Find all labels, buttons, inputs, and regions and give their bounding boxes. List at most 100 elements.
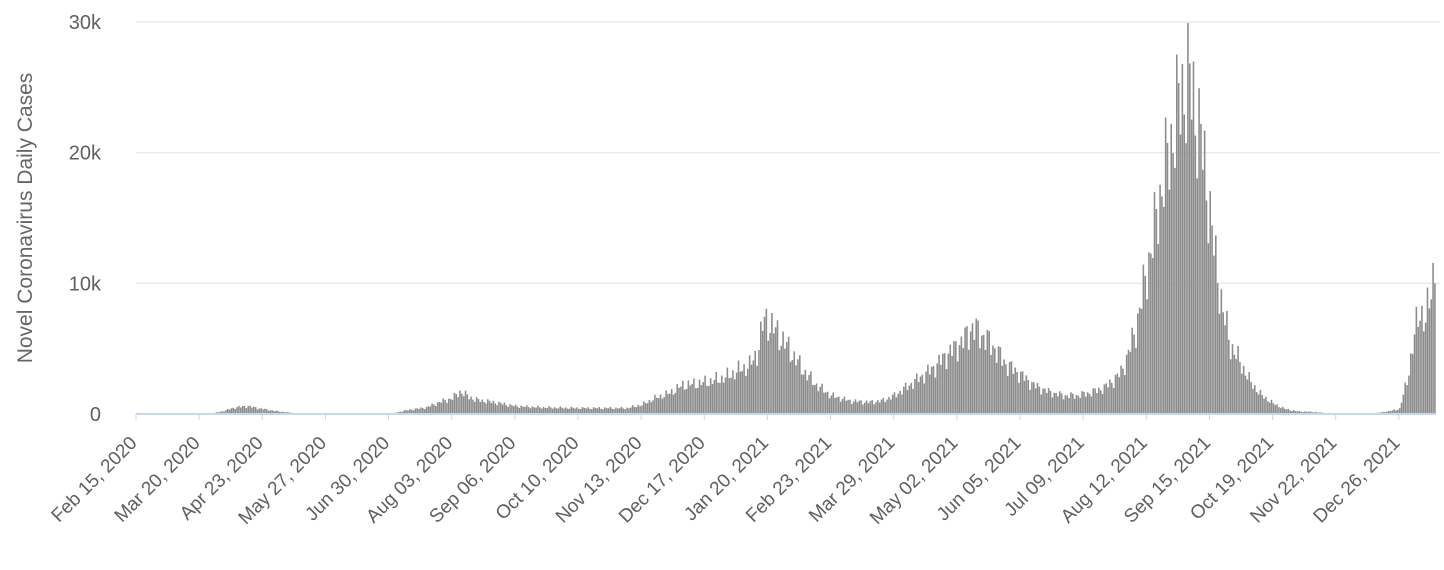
- bar: [611, 408, 614, 414]
- bar: [847, 399, 849, 414]
- bar: [930, 366, 933, 414]
- bar: [936, 363, 939, 414]
- bar: [1278, 407, 1280, 414]
- bar: [988, 331, 991, 414]
- bar: [1174, 167, 1176, 414]
- bar: [1049, 390, 1052, 414]
- bar: [995, 362, 998, 414]
- bar: [663, 397, 666, 414]
- bar: [589, 408, 591, 414]
- bar: [620, 406, 623, 414]
- bar: [719, 382, 721, 414]
- bar: [774, 327, 777, 414]
- bar: [1023, 380, 1026, 414]
- bar: [628, 408, 630, 414]
- bar: [1176, 54, 1178, 415]
- bar: [1411, 353, 1414, 414]
- bar: [1430, 299, 1433, 414]
- bar: [1398, 408, 1401, 414]
- bar: [535, 407, 537, 414]
- bar: [598, 407, 601, 414]
- bar: [264, 408, 266, 414]
- bar: [687, 380, 690, 414]
- bar: [1304, 411, 1306, 414]
- bar: [522, 406, 524, 414]
- bar: [234, 408, 237, 414]
- bar: [977, 320, 979, 414]
- bar: [748, 355, 751, 414]
- bar: [1207, 243, 1210, 414]
- bar: [412, 410, 415, 414]
- bar: [724, 377, 727, 414]
- bar: [630, 407, 632, 414]
- bar: [238, 406, 240, 414]
- bar: [826, 391, 829, 414]
- bar: [472, 399, 474, 414]
- bar: [867, 403, 870, 414]
- bar: [806, 380, 809, 414]
- bar: [403, 410, 406, 414]
- bar: [1057, 396, 1059, 414]
- bar: [1014, 367, 1017, 414]
- bar: [548, 406, 550, 414]
- bar: [765, 308, 768, 414]
- bar: [843, 396, 846, 414]
- bar: [1187, 22, 1189, 414]
- bar: [1107, 387, 1109, 414]
- bar: [635, 407, 638, 414]
- bar: [622, 408, 625, 414]
- bar: [856, 402, 859, 414]
- bar: [1309, 411, 1312, 414]
- bar: [1306, 411, 1308, 414]
- bar: [845, 400, 848, 414]
- bar: [804, 369, 807, 414]
- bar: [1289, 410, 1291, 414]
- bar: [839, 401, 842, 414]
- bar: [1244, 375, 1247, 414]
- bar: [830, 395, 833, 414]
- bar: [726, 367, 729, 414]
- bar: [882, 397, 885, 414]
- bar: [968, 349, 970, 414]
- bar: [873, 404, 875, 414]
- bar: [940, 364, 942, 414]
- bar: [1287, 408, 1290, 414]
- bar: [828, 398, 831, 414]
- bar: [650, 402, 653, 414]
- bar: [453, 393, 456, 414]
- bar: [964, 327, 966, 414]
- bar: [585, 408, 588, 414]
- bar: [277, 411, 279, 414]
- bar: [600, 408, 602, 414]
- y-tick-label: 0: [90, 404, 101, 426]
- bar: [1242, 365, 1245, 414]
- bar: [992, 345, 994, 414]
- bar: [819, 386, 822, 414]
- bar: [1257, 394, 1260, 414]
- bar: [929, 374, 931, 414]
- bar: [1135, 347, 1137, 414]
- bar: [501, 404, 504, 414]
- bar: [1202, 169, 1204, 414]
- bar: [410, 409, 413, 414]
- bar: [802, 374, 805, 414]
- bar: [1267, 401, 1269, 414]
- bar: [1189, 63, 1191, 415]
- bar: [1144, 275, 1147, 414]
- bar: [1098, 387, 1100, 414]
- bar: [654, 394, 656, 414]
- bar: [706, 385, 708, 414]
- bar: [399, 411, 402, 414]
- bar: [800, 374, 803, 414]
- bar: [901, 394, 903, 414]
- bar: [1183, 114, 1186, 414]
- bar: [633, 406, 636, 414]
- bar: [1248, 372, 1251, 414]
- y-axis-label: Novel Coronavirus Daily Cases: [14, 73, 37, 364]
- bar: [973, 339, 976, 414]
- bar: [1122, 368, 1124, 414]
- bar: [1296, 411, 1299, 414]
- bar: [464, 390, 467, 414]
- bar: [251, 407, 253, 414]
